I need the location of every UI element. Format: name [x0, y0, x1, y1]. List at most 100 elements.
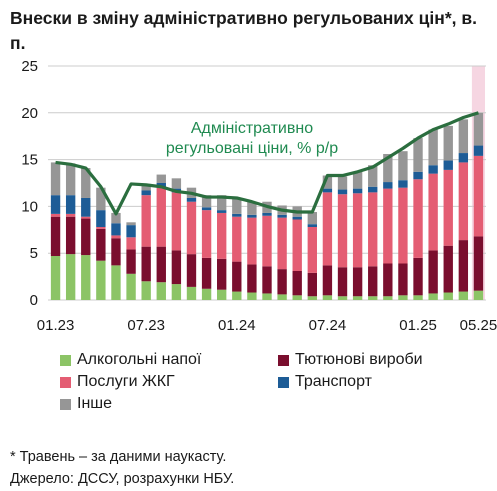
bar-utilities-06.24 [307, 226, 317, 273]
annotation-line-1: Адміністративно [191, 120, 313, 137]
bar-utilities-02.23 [65, 213, 76, 217]
x-tick-label: 01.24 [218, 317, 256, 334]
bar-other-03.25 [443, 125, 453, 161]
bar-transport-04.25 [458, 153, 469, 163]
bar-transport-02.24 [247, 214, 257, 218]
bar-utilities-01.25 [413, 179, 423, 258]
bar-utilities-09.23 [171, 192, 182, 251]
bar-alcohol-12.23 [217, 289, 227, 300]
bar-alcohol-06.24 [307, 296, 317, 300]
chart-canvas: 0 5 10 15 20 25 01.23 07.23 01.24 07.24 01.25 05.25… [21, 58, 497, 334]
bar-alcohol-08.24 [337, 296, 348, 300]
bar-other-09.23 [171, 178, 182, 189]
bar-utilities-08.23 [156, 187, 166, 247]
bar-alcohol-01.25 [413, 295, 423, 300]
bar-alcohol-12.24 [398, 295, 408, 300]
bar-alcohol-05.23 [111, 265, 121, 300]
bar-tobacco-06.23 [126, 249, 136, 274]
bar-tobacco-05.24 [292, 270, 302, 296]
bar-utilities-03.23 [81, 216, 91, 219]
x-tick-label: 07.24 [309, 317, 347, 334]
bar-alcohol-04.24 [277, 294, 287, 300]
bar-utilities-03.25 [443, 169, 453, 246]
bar-transport-04.24 [277, 214, 287, 218]
bar-other-01.24 [232, 197, 242, 214]
bar-other-06.23 [126, 222, 136, 226]
bar-utilities-04.25 [458, 162, 469, 241]
bar-transport-04.23 [96, 210, 106, 227]
bar-other-07.23 [141, 183, 151, 191]
bar-tobacco-05.25 [473, 236, 484, 291]
bar-alcohol-11.23 [201, 288, 212, 300]
bar-tobacco-11.24 [383, 263, 393, 297]
legend-label-tobacco: Тютюнові вироби [295, 351, 423, 368]
bar-other-04.23 [96, 187, 106, 211]
bar-other-04.25 [458, 119, 469, 154]
legend-label-utilities: Послуги ЖКГ [77, 373, 175, 390]
bar-alcohol-07.24 [322, 295, 333, 300]
bar-other-01.25 [413, 138, 423, 172]
bar-transport-06.23 [126, 225, 136, 238]
bar-tobacco-12.24 [398, 263, 408, 296]
bar-tobacco-09.24 [352, 267, 363, 297]
x-tick-label: 07.23 [127, 317, 165, 334]
bar-utilities-08.24 [337, 194, 348, 268]
bar-utilities-12.23 [217, 212, 227, 259]
bar-transport-12.23 [217, 210, 227, 213]
bar-other-08.24 [337, 176, 348, 190]
bar-tobacco-02.23 [65, 216, 76, 255]
legend-item-other: Інше [60, 394, 112, 414]
bar-tobacco-01.25 [413, 257, 423, 296]
bar-transport-02.23 [65, 195, 76, 214]
bar-tobacco-07.24 [322, 265, 333, 296]
annotation-line-2: регульовані ціни, % р/р [166, 140, 338, 157]
line-admin-prices [55, 111, 479, 216]
bar-tobacco-08.24 [337, 267, 348, 297]
bar-transport-12.24 [398, 180, 408, 188]
bar-alcohol-01.23 [50, 256, 61, 300]
bar-utilities-07.24 [322, 192, 333, 266]
source-note: Джерело: ДССУ, розрахунки НБУ. [10, 471, 235, 487]
bar-utilities-07.23 [141, 195, 151, 247]
bar-transport-07.23 [141, 190, 151, 196]
bar-tobacco-10.24 [368, 266, 378, 297]
y-tick-label: 15 [21, 152, 38, 169]
y-tick-label: 5 [30, 245, 38, 262]
bar-other-08.23 [156, 174, 166, 183]
x-tick-label: 01.23 [37, 317, 75, 334]
bar-transport-03.24 [262, 212, 272, 216]
y-tick-label: 0 [30, 292, 38, 309]
bar-transport-10.24 [368, 186, 378, 193]
bar-transport-03.25 [443, 160, 453, 170]
bar-alcohol-07.23 [141, 281, 151, 300]
legend-label-alcohol: Алкогольні напої [77, 351, 202, 368]
bar-utilities-12.24 [398, 187, 408, 264]
bar-other-11.23 [201, 195, 212, 208]
bar-utilities-10.23 [186, 201, 197, 255]
bar-transport-08.24 [337, 189, 348, 195]
bar-alcohol-05.24 [292, 295, 302, 300]
bar-tobacco-12.23 [217, 258, 227, 290]
legend-item-transport: Транспорт [278, 372, 372, 392]
bar-utilities-10.24 [368, 192, 378, 267]
bar-tobacco-08.23 [156, 246, 166, 283]
bar-other-02.25 [428, 129, 438, 166]
bar-alcohol-10.23 [186, 286, 197, 300]
bar-tobacco-05.23 [111, 238, 121, 266]
bar-transport-11.23 [201, 207, 212, 211]
bar-other-02.23 [65, 163, 76, 196]
bar-transport-02.25 [428, 165, 438, 174]
bar-alcohol-02.24 [247, 292, 257, 300]
chart-title: Внески в зміну адміністративно регульова… [10, 8, 477, 53]
bar-transport-11.24 [383, 182, 393, 189]
bar-alcohol-10.24 [368, 296, 378, 300]
bar-transport-09.24 [352, 188, 363, 194]
bar-alcohol-02.23 [65, 254, 76, 300]
bar-other-12.23 [217, 195, 227, 211]
bar-alcohol-09.23 [171, 284, 182, 300]
bar-alcohol-04.25 [458, 291, 469, 300]
bar-utilities-06.23 [126, 237, 136, 250]
bar-tobacco-04.24 [277, 269, 287, 295]
bar-other-05.25 [473, 112, 484, 146]
bar-utilities-02.24 [247, 217, 257, 265]
